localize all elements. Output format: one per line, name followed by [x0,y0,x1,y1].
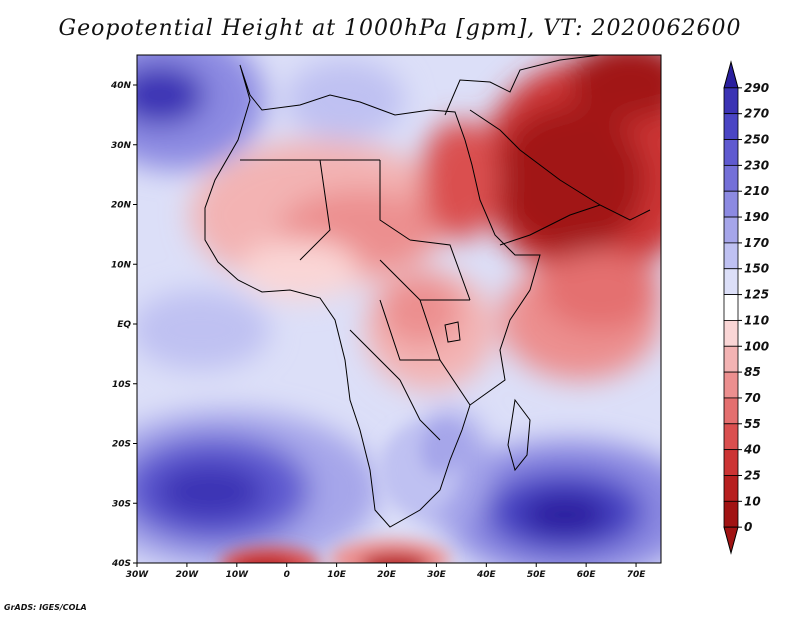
axis-labels: 30W 20W 10W 0 10E 20E 30E 40E 50E 60E 70E 40N 30N 20N… [110,81,646,580]
colorbar-swatch [723,320,739,347]
colorbar-label: 40 [743,443,761,457]
colorbar-arrow-bottom [723,526,739,555]
colorbar-label: 270 [744,107,769,121]
lon-label: 40E [476,570,497,580]
colorbar-swatch [723,397,739,425]
colorbar-label: 290 [744,81,769,95]
colorbar-swatch [723,242,739,270]
colorbar-swatch [723,371,739,399]
lat-label: 30S [112,499,131,509]
colorbar-swatch [723,423,739,451]
colorbar-label: 150 [744,262,769,276]
colorbar-label: 125 [744,288,769,302]
colorbar-label: 230 [744,158,769,172]
map-title: Geopotential Height at 1000hPa [gpm], VT… [58,16,742,41]
lat-label: 10N [111,260,132,270]
coastlines [204,55,651,528]
colorbar-label: 70 [744,391,761,405]
lat-label: EQ [117,320,131,330]
colorbar-swatch [723,449,739,476]
lon-label: 60E [577,570,597,580]
colorbar-swatch [723,87,739,115]
map-frame [136,54,662,564]
colorbar-label: 210 [744,184,769,198]
lat-label: 10S [112,380,131,390]
lat-label: 30N [111,141,132,151]
lon-label: 30W [126,570,150,580]
lon-label: 0 [284,570,290,580]
lon-label: 20E [377,570,397,580]
lon-label: 10W [226,570,250,580]
colorbar-label: 250 [744,133,769,147]
lon-label: 20W [176,570,200,580]
colorbar-swatch [723,216,739,244]
colorbar-label: 10 [744,494,761,508]
colorbar-label: 0 [744,520,752,534]
colorbar-swatch [723,190,739,218]
lon-label: 50E [527,570,547,580]
colorbar-label: 25 [744,468,761,482]
colorbar-swatch [723,294,739,321]
colorbar-label: 190 [744,210,769,224]
lat-label: 40S [111,559,131,569]
lat-label: 40N [110,81,132,91]
colorbar-label: 55 [744,417,761,431]
height-field [137,55,661,563]
colorbar-swatch [723,475,739,502]
colorbar-swatch [723,500,739,528]
colorbar-swatch [723,345,739,373]
colorbar-arrow-top [723,60,739,89]
colorbar-swatch [723,139,739,166]
lat-label: 20N [111,201,132,211]
colorbar-swatch [723,113,739,140]
colorbar-swatch [723,268,739,295]
lon-label: 70E [627,570,647,580]
colorbar-label: 100 [744,339,769,353]
colorbar-label: 85 [744,365,761,379]
axis-ticks [133,84,637,567]
colorbar-label: 110 [744,313,769,327]
lat-label: 20S [112,440,131,450]
colorbar-label: 170 [744,236,769,250]
credit-label: GrADS: IGES/COLA [4,603,87,612]
colorbar: 2902702502302101901701501251101008570554… [723,60,769,555]
colorbar-swatch [723,164,739,192]
lon-label: 30E [427,570,447,580]
lon-label: 10E [327,570,347,580]
